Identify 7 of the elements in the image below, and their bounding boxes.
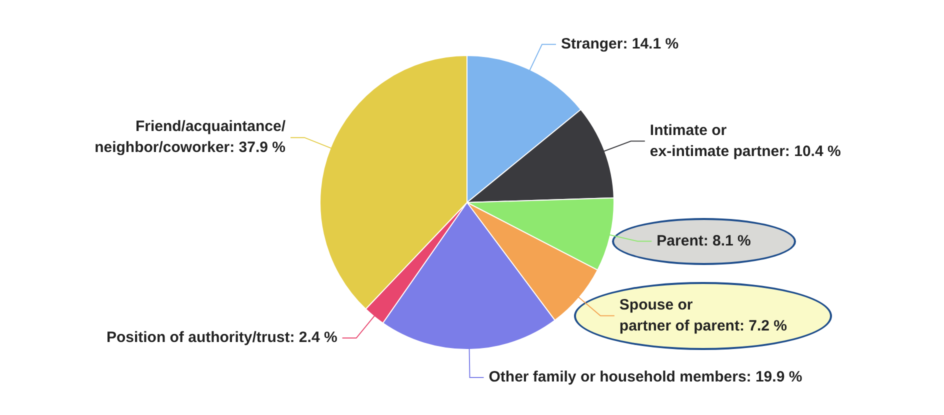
slice-label: Position of authority/trust: 2.4 % xyxy=(106,329,338,346)
slice-label: Other family or household members: 19.9 % xyxy=(488,368,802,386)
slice-label: Spouse or partner of parent: 7.2 % xyxy=(619,296,787,334)
slice-label: Intimate or ex-intimate partner: 10.4 % xyxy=(650,122,841,160)
slice-label: Stranger: 14.1 % xyxy=(561,36,679,53)
slice-label: Parent: 8.1 % xyxy=(656,232,751,250)
slice-label: Friend/acquaintance/ neighbor/coworker: 37.9 % xyxy=(94,118,286,156)
